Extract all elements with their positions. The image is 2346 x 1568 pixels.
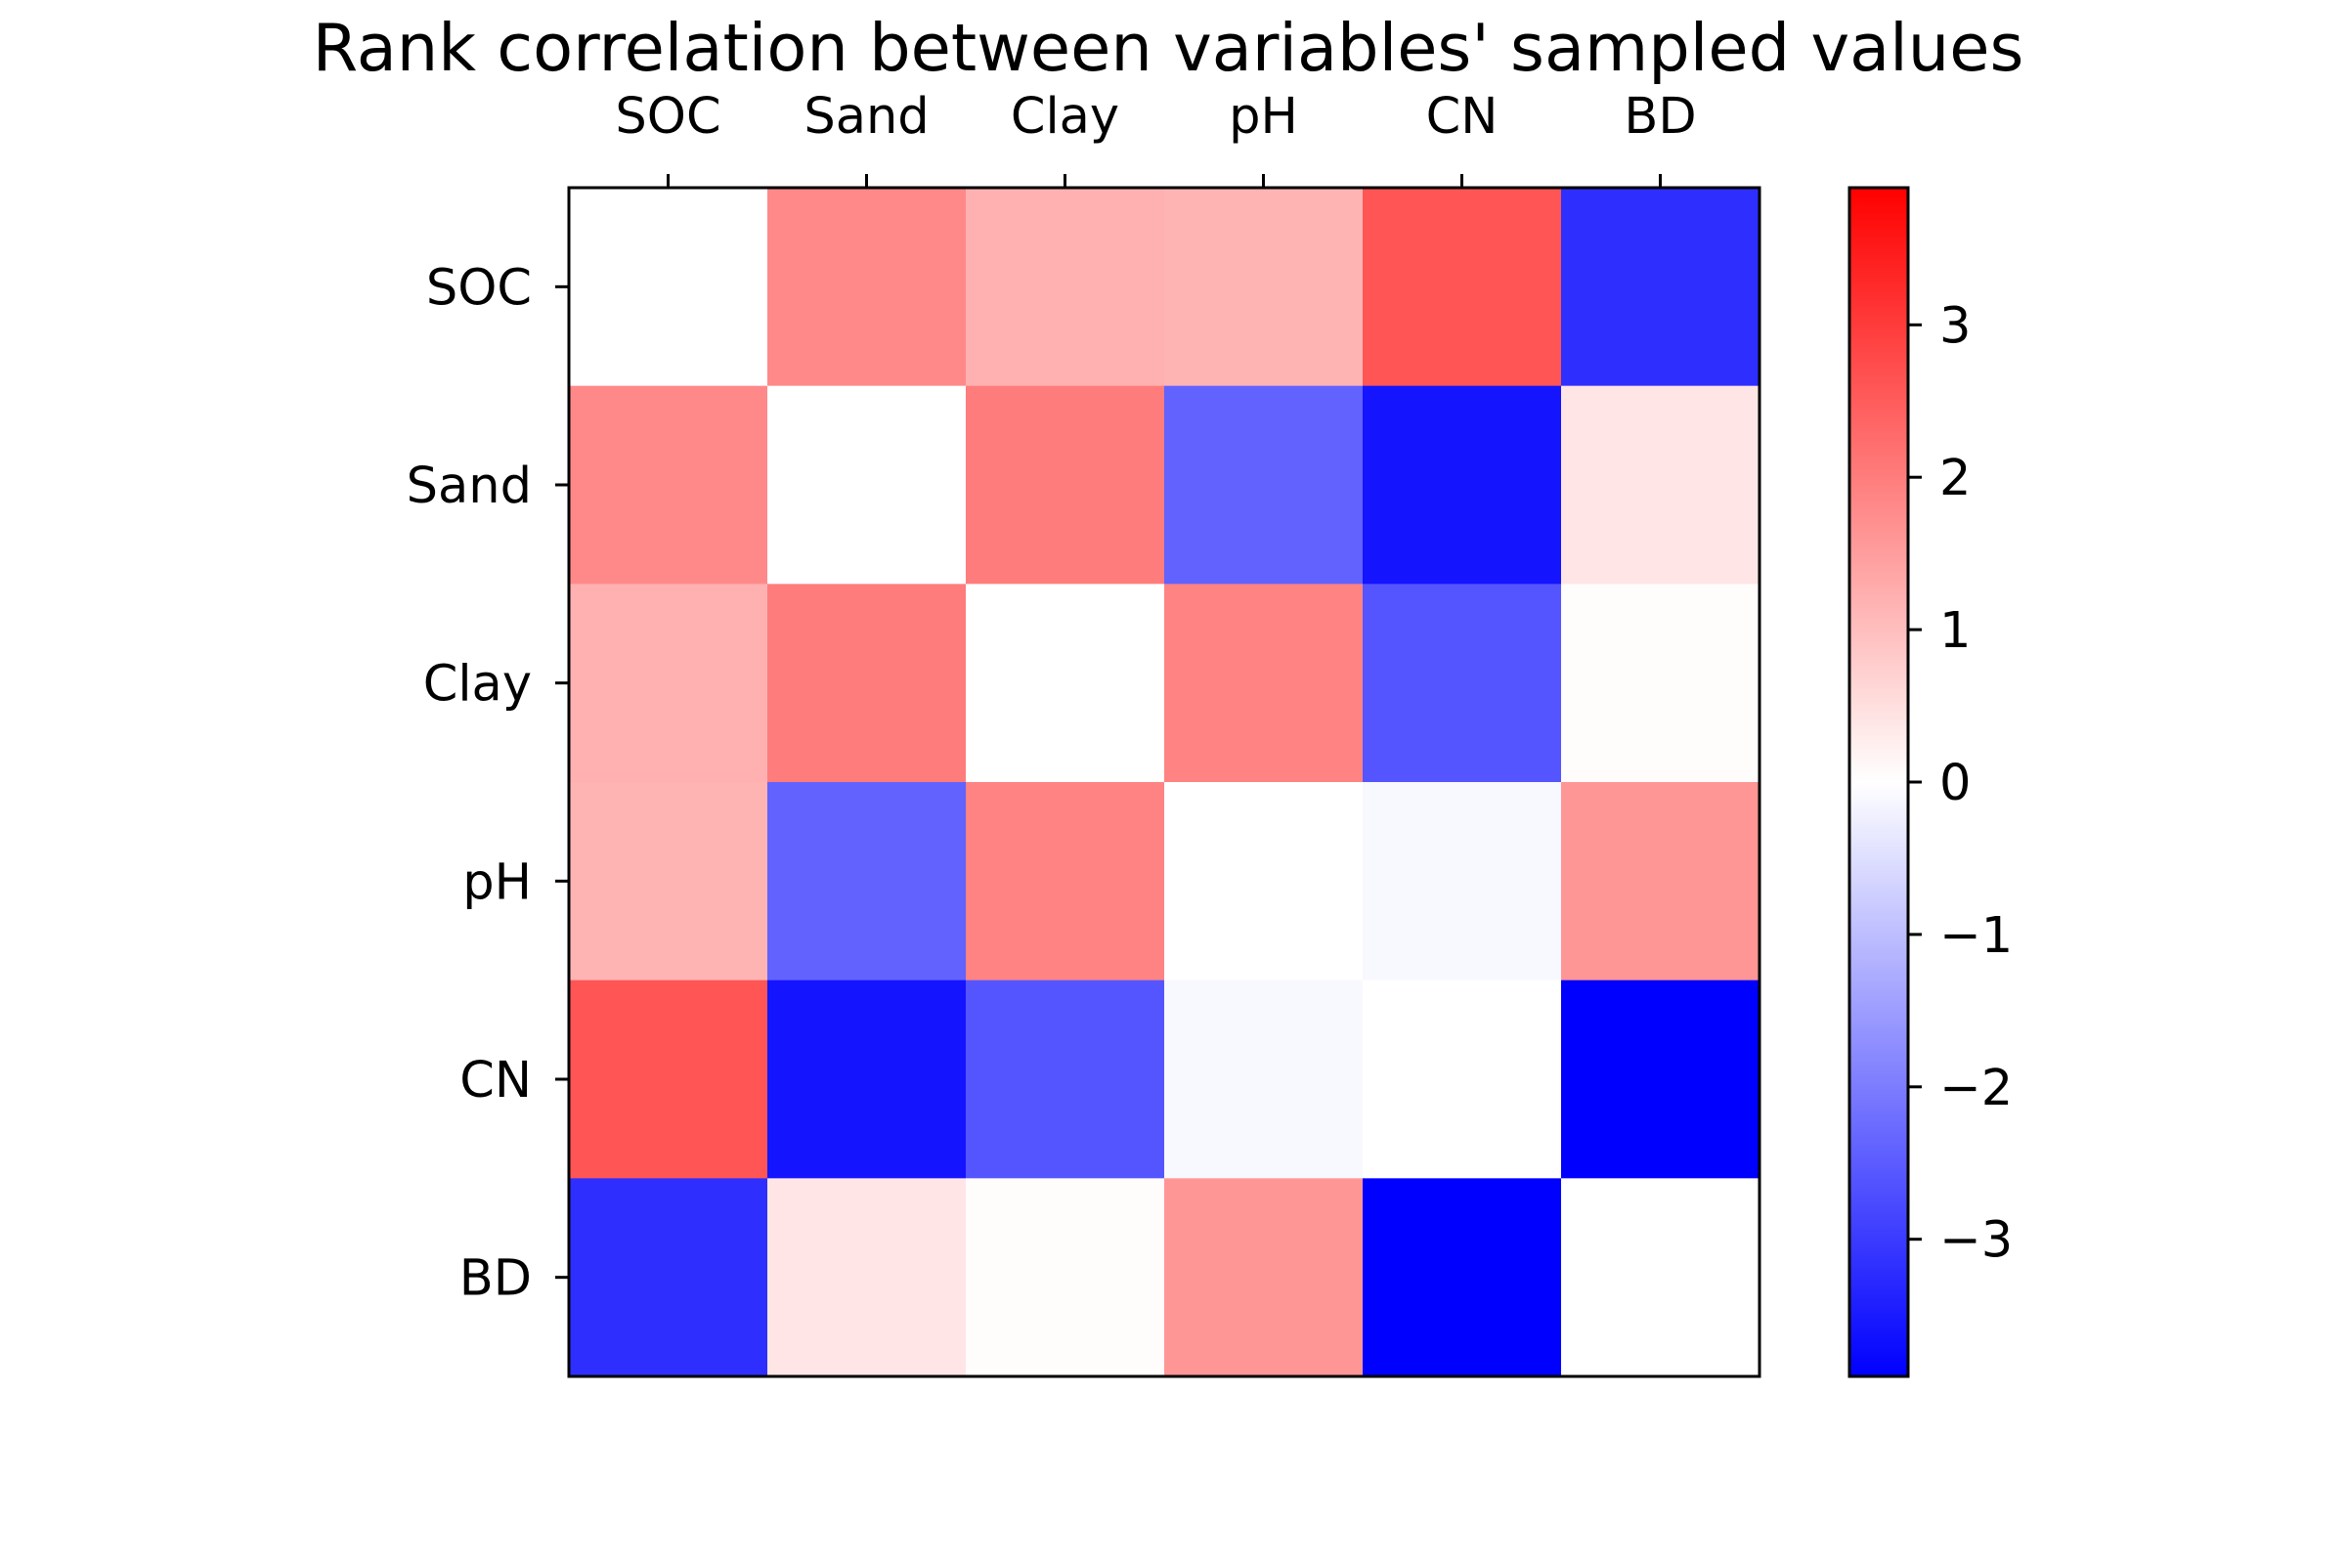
heatmap-cell-soc-cn — [1363, 188, 1562, 387]
heatmap-cell-soc-soc — [569, 188, 768, 387]
y-tick-label-cn: CN — [459, 1052, 532, 1110]
heatmap-cell-soc-clay — [966, 188, 1165, 387]
x-tick-label-clay: Clay — [1011, 88, 1119, 146]
heatmap-cell-ph-ph — [1164, 782, 1364, 981]
heatmap-cell-ph-bd — [1561, 782, 1760, 981]
heatmap-cell-cn-cn — [1363, 980, 1562, 1179]
heatmap-cell-cn-soc — [569, 980, 768, 1179]
heatmap-cell-ph-sand — [767, 782, 967, 981]
heatmap-cell-soc-bd — [1561, 188, 1760, 387]
colorbar-tick-label: 0 — [1939, 755, 1971, 812]
heatmap-cell-cn-clay — [966, 980, 1165, 1179]
heatmap-cell-sand-bd — [1561, 385, 1760, 585]
heatmap-cell-clay-clay — [966, 584, 1165, 783]
heatmap-cell-bd-clay — [966, 1178, 1165, 1377]
y-tick-label-clay: Clay — [423, 656, 532, 714]
y-tick-label-soc: SOC — [426, 259, 532, 317]
heatmap-cell-sand-clay — [966, 385, 1165, 585]
heatmap-cell-clay-ph — [1164, 584, 1364, 783]
heatmap-cell-sand-sand — [767, 385, 967, 585]
heatmap-cell-sand-ph — [1164, 385, 1364, 585]
heatmap-cell-cn-sand — [767, 980, 967, 1179]
heatmap-cell-sand-cn — [1363, 385, 1562, 585]
colorbar-tick-label: −1 — [1939, 907, 2013, 965]
y-axis: SOC Sand Clay pH CN BD — [407, 259, 569, 1308]
heatmap-cells — [569, 188, 1760, 1377]
colorbar-tick-label: −2 — [1939, 1060, 2013, 1117]
heatmap-cell-sand-soc — [569, 385, 768, 585]
heatmap-cell-bd-soc — [569, 1178, 768, 1377]
y-tick-label-ph: pH — [462, 853, 532, 911]
x-tick-label-bd: BD — [1624, 88, 1696, 146]
heatmap-cell-soc-ph — [1164, 188, 1364, 387]
colorbar: 3 2 1 0 −1 −2 −3 — [1847, 186, 2013, 1378]
y-tick-label-bd: BD — [459, 1250, 532, 1308]
plot-frame — [567, 186, 1761, 1378]
heatmap-cell-bd-cn — [1363, 1178, 1562, 1377]
y-tick-label-sand: Sand — [407, 457, 532, 515]
heatmap-cell-clay-soc — [569, 584, 768, 783]
heatmap-cell-bd-bd — [1561, 1178, 1760, 1377]
heatmap-cell-soc-sand — [767, 188, 967, 387]
colorbar-tick-label: 1 — [1939, 602, 1971, 660]
heatmap-cell-ph-clay — [966, 782, 1165, 981]
heatmap-cell-clay-sand — [767, 584, 967, 783]
colorbar-tick-label: −3 — [1939, 1212, 2013, 1270]
colorbar-tick-label: 3 — [1939, 297, 1971, 355]
heatmap-cell-cn-ph — [1164, 980, 1364, 1179]
colorbar-tick-label: 2 — [1939, 450, 1971, 507]
x-tick-label-cn: CN — [1426, 88, 1499, 146]
x-tick-label-ph: pH — [1229, 88, 1298, 146]
x-tick-label-soc: SOC — [615, 88, 720, 146]
heatmap-cell-clay-cn — [1363, 584, 1562, 783]
heatmap-cell-bd-sand — [767, 1178, 967, 1377]
heatmap-cell-cn-bd — [1561, 980, 1760, 1179]
heatmap-cell-ph-soc — [569, 782, 768, 981]
heatmap-cell-clay-bd — [1561, 584, 1760, 783]
x-tick-label-sand: Sand — [804, 88, 929, 146]
heatmap-cell-ph-cn — [1363, 782, 1562, 981]
heatmap-cell-bd-ph — [1164, 1178, 1364, 1377]
x-axis: SOC Sand Clay pH CN BD — [615, 88, 1697, 188]
chart-title: Rank correlation between variables' samp… — [313, 10, 2024, 86]
colorbar-gradient — [1849, 188, 1908, 1376]
